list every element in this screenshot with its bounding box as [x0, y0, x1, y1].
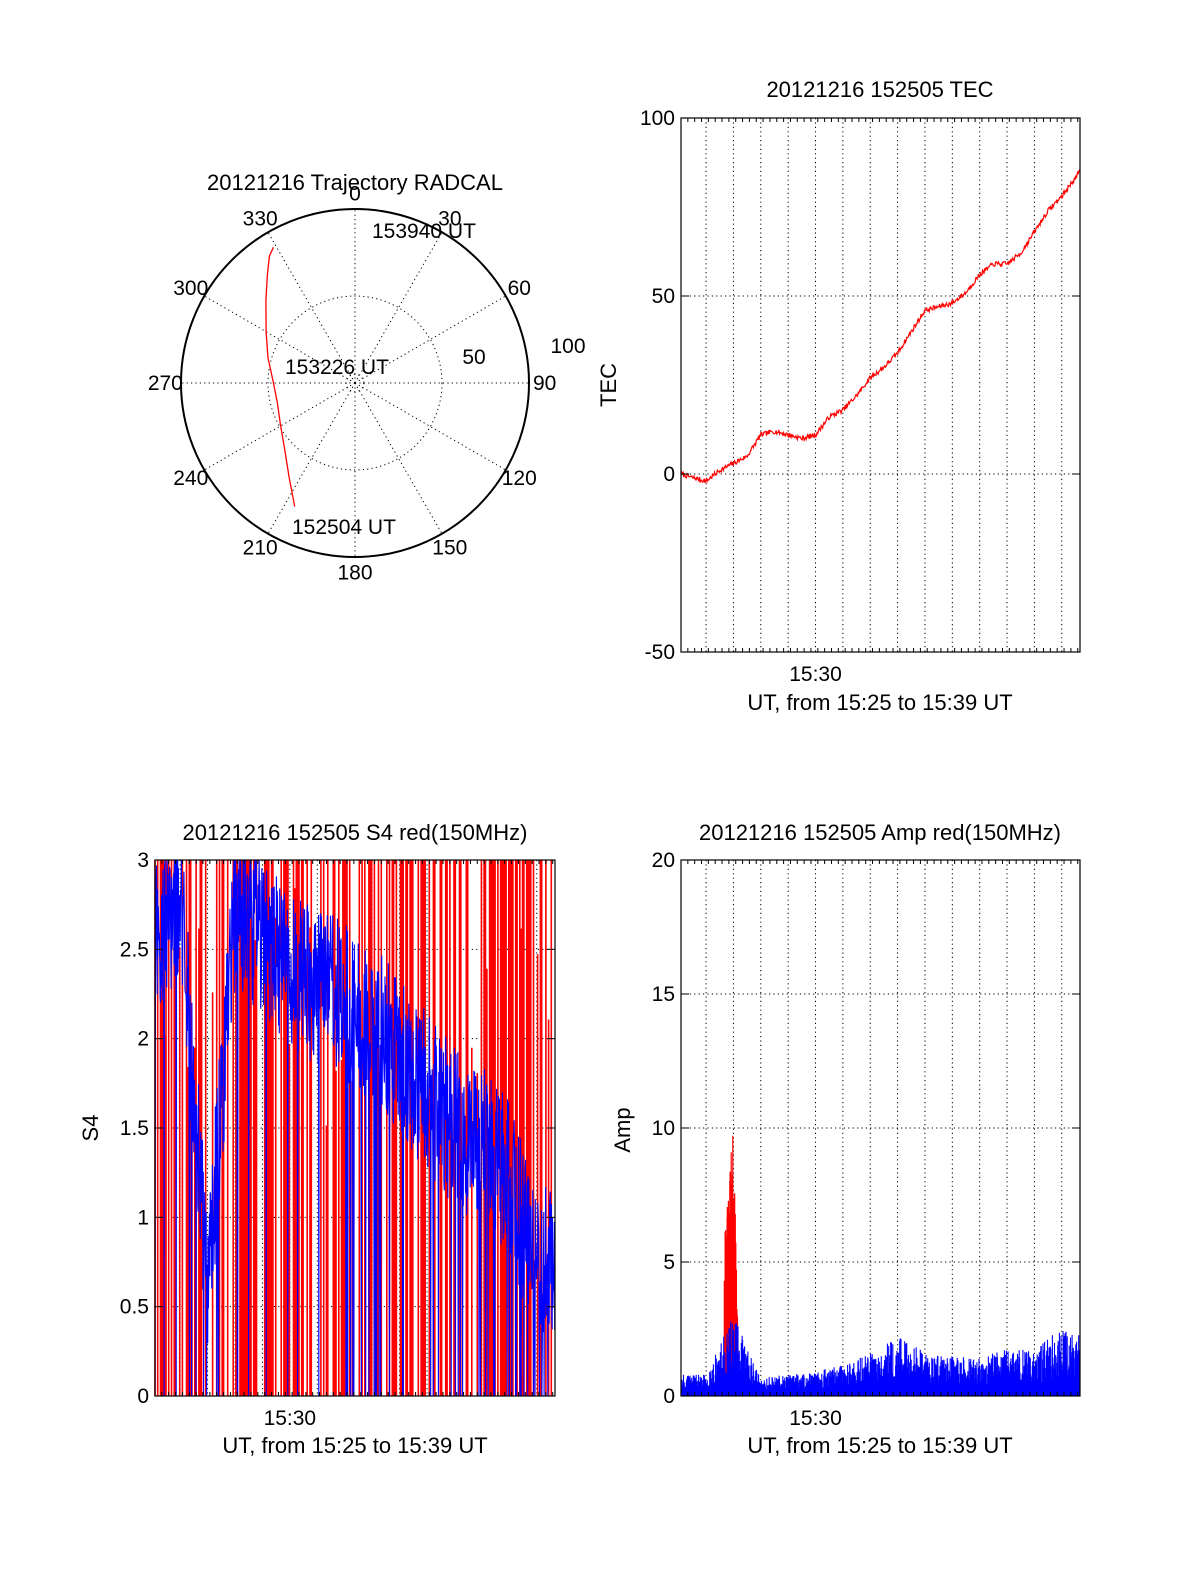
amp-blue-series: [680, 1321, 1081, 1396]
amp-line-chart: 20121216 152505 Amp red(150MHz) UT, from…: [610, 820, 1081, 1458]
polar-spoke: [204, 382, 356, 471]
trajectory-track: [265, 247, 296, 507]
polar-spoke: [267, 382, 356, 534]
polar-spoke: [354, 382, 506, 471]
polar-angle-label: 210: [243, 536, 278, 559]
trajectory-time-label: 152504 UT: [292, 516, 396, 539]
x-tick-label: 15:30: [789, 1407, 842, 1430]
polar-angle-label: 240: [173, 467, 208, 490]
s4-blue-series: [154, 859, 556, 1397]
y-tick-label: 5: [663, 1251, 675, 1274]
y-tick-label: 2: [137, 1028, 149, 1051]
polar-angle-label: 180: [337, 562, 372, 585]
tec-y-label: TEC: [596, 363, 621, 407]
polar-angle-label: 30: [438, 208, 461, 231]
y-tick-label: 1.5: [120, 1117, 149, 1140]
s4-y-label: S4: [78, 1115, 103, 1142]
y-tick-label: 10: [652, 1117, 675, 1140]
y-tick-label: 50: [652, 285, 675, 308]
y-tick-label: 0: [663, 463, 675, 486]
tec-series-line: [680, 169, 1081, 484]
amp-y-label: Amp: [610, 1107, 635, 1152]
trajectory-time-label: 153226 UT: [285, 356, 389, 379]
tec-x-label: UT, from 15:25 to 15:39 UT: [747, 690, 1012, 715]
y-tick-label: 1: [137, 1206, 149, 1229]
s4-x-label: UT, from 15:25 to 15:39 UT: [222, 1433, 487, 1458]
polar-angle-label: 60: [508, 277, 531, 300]
x-tick-label: 15:30: [264, 1407, 317, 1430]
polar-grid-circle: [345, 373, 365, 393]
y-tick-label: 100: [640, 107, 675, 130]
polar-angle-label: 120: [502, 467, 537, 490]
polar-radius-label: 50: [462, 346, 485, 369]
y-tick-label: -50: [645, 641, 675, 664]
trajectory-polar-chart: 20121216 Trajectory RADCAL 0 30 60 90 120 150…: [148, 170, 586, 585]
amp-x-label: UT, from 15:25 to 15:39 UT: [747, 1433, 1012, 1458]
trajectory-title: 20121216 Trajectory RADCAL: [207, 170, 503, 195]
plot-frame: [680, 117, 1081, 653]
y-tick-label: 20: [652, 849, 675, 872]
y-tick-label: 3: [137, 849, 149, 872]
tec-line-chart: 20121216 152505 TEC UT, from 15:25 to 15…: [596, 77, 1081, 715]
x-tick-label: 15:30: [789, 663, 842, 686]
y-tick-label: 15: [652, 983, 675, 1006]
y-tick-label: 0: [663, 1385, 675, 1408]
s4-title: 20121216 152505 S4 red(150MHz): [183, 820, 528, 845]
polar-angle-label: 270: [148, 372, 183, 395]
polar-angle-label: 150: [432, 536, 467, 559]
trajectory-time-label: 153940 UT: [372, 220, 476, 243]
y-tick-label: 2.5: [120, 938, 149, 961]
polar-angle-label: 90: [533, 372, 556, 395]
polar-angle-label: 0: [349, 182, 361, 205]
polar-outer-circle: [180, 208, 530, 558]
polar-angle-label: 330: [243, 208, 278, 231]
polar-radius-label: 100: [550, 335, 585, 358]
y-tick-label: 0: [137, 1385, 149, 1408]
tec-title: 20121216 152505 TEC: [766, 77, 993, 102]
polar-angle-label: 300: [173, 277, 208, 300]
amp-title: 20121216 152505 Amp red(150MHz): [699, 820, 1061, 845]
polar-grid-circle: [267, 295, 443, 471]
y-tick-label: 0.5: [120, 1296, 149, 1319]
polar-spoke: [354, 382, 443, 534]
s4-line-chart: 20121216 152505 S4 red(150MHz) UT, from …: [78, 820, 556, 1458]
